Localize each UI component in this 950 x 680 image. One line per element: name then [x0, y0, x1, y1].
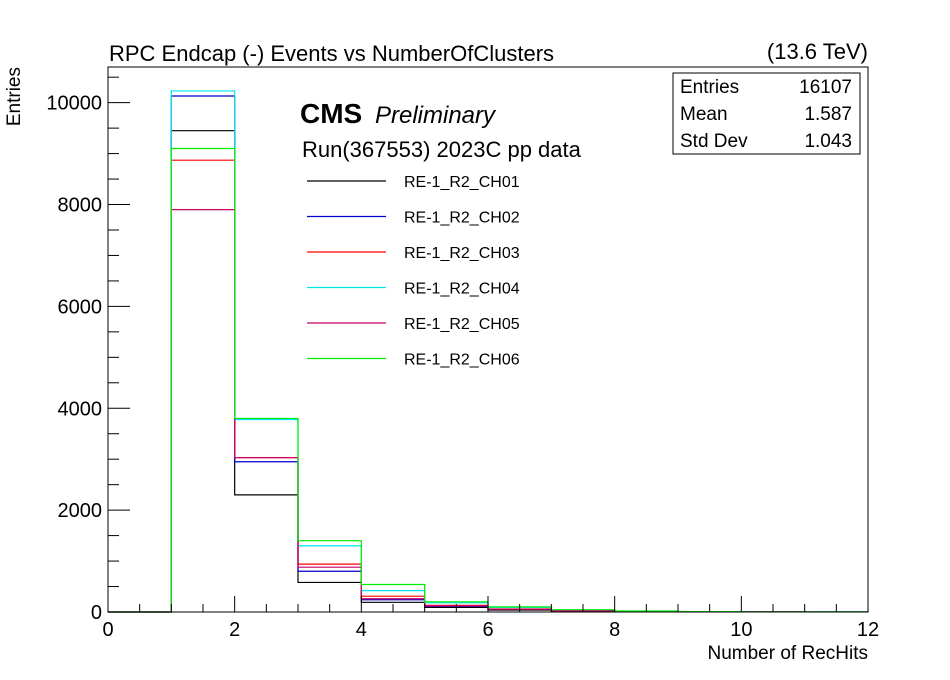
x-tick-label: 2	[229, 619, 240, 641]
y-tick-label: 6000	[58, 296, 103, 318]
energy-label: (13.6 TeV)	[767, 39, 868, 64]
x-axis-label: Number of RecHits	[708, 643, 869, 664]
stats-label: Mean	[680, 104, 728, 125]
y-tick-label: 8000	[58, 195, 103, 217]
y-tick-label: 10000	[46, 93, 102, 115]
preliminary-label: Preliminary	[375, 102, 497, 129]
stats-value: 16107	[799, 77, 852, 98]
y-tick-label: 4000	[58, 398, 103, 420]
run-label: Run(367553) 2023C pp data	[302, 137, 582, 162]
axes-group: 0 2 4 6 8 10 12 0 2000 4000 6000 8000 10000	[46, 76, 879, 641]
stats-label: Std Dev	[680, 131, 748, 152]
series-re-1-r2-ch01	[108, 130, 869, 613]
legend-entry-label: RE-1_R2_CH05	[404, 316, 520, 333]
y-axis-label: Entries	[4, 67, 25, 126]
legend-entry-label: RE-1_R2_CH04	[404, 281, 520, 298]
series-re-1-r2-ch05	[108, 209, 869, 613]
x-tick-label: 12	[857, 619, 879, 641]
y-tick-label: 0	[91, 602, 102, 624]
legend-entry-label: RE-1_R2_CH06	[404, 352, 520, 369]
legend: RE-1_R2_CH01 RE-1_R2_CH02 RE-1_R2_CH03 RE-1…	[307, 174, 520, 369]
chart-title: RPC Endcap (-) Events vs NumberOfCluster…	[109, 41, 554, 66]
x-tick-label: 6	[482, 619, 493, 641]
series-re-1-r2-ch03	[108, 159, 869, 613]
legend-entry-label: RE-1_R2_CH03	[404, 245, 520, 262]
stats-value: 1.587	[804, 104, 852, 125]
y-tick-label: 2000	[58, 500, 103, 522]
stats-label: Entries	[680, 77, 739, 98]
plot-frame	[107, 66, 869, 613]
x-tick-label: 10	[730, 619, 752, 641]
x-tick-label: 4	[356, 619, 367, 641]
stats-box: Entries 16107 Mean 1.587 Std Dev 1.043	[672, 72, 861, 155]
x-tick-label: 0	[102, 619, 113, 641]
legend-entry-label: RE-1_R2_CH01	[404, 174, 520, 191]
legend-entry-label: RE-1_R2_CH02	[404, 210, 520, 227]
cms-label: CMS	[300, 98, 362, 129]
stats-value: 1.043	[804, 131, 852, 152]
x-tick-label: 8	[609, 619, 620, 641]
